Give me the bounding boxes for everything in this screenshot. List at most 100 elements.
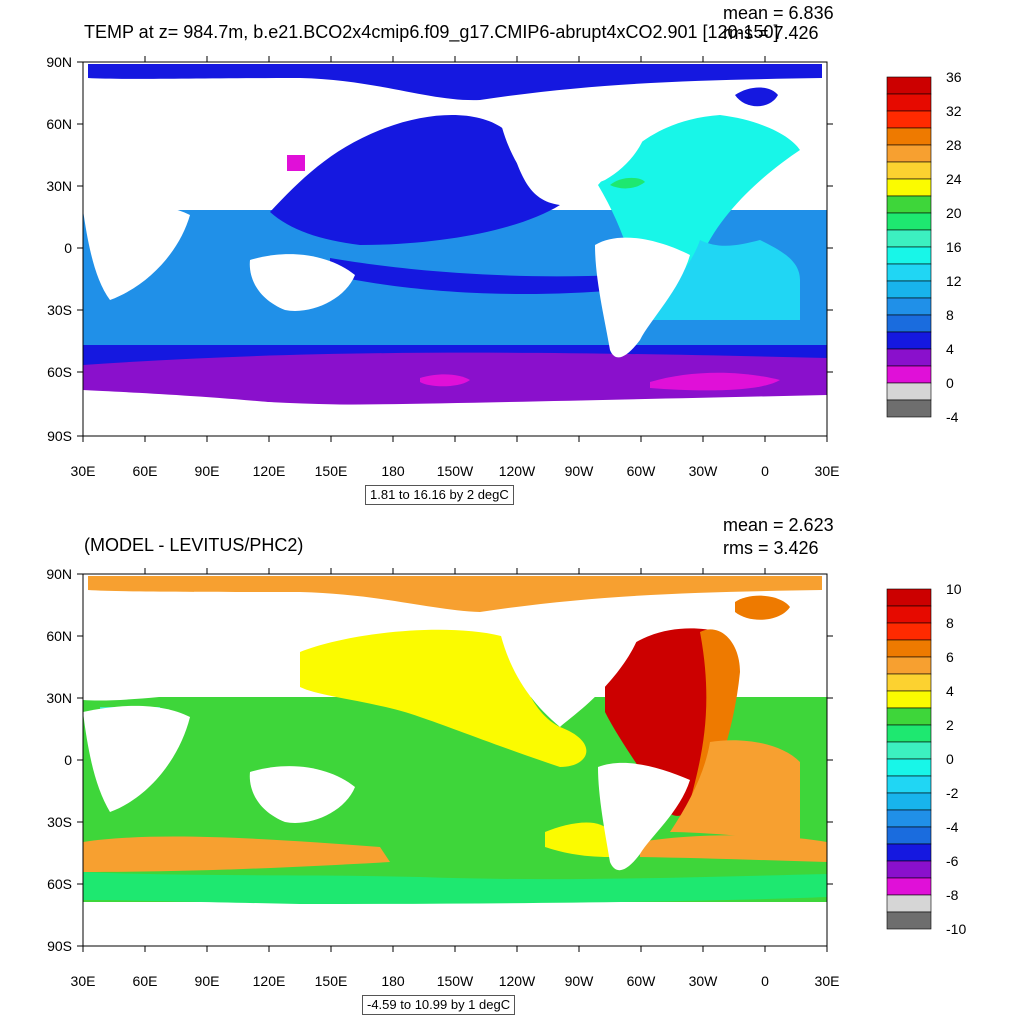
top-colorbar-label-8: 4 — [946, 341, 954, 357]
top-africa-land — [83, 205, 190, 300]
bottom-colorbar-swatch-17 — [886, 877, 932, 896]
bottom-arctic-orange — [88, 576, 822, 612]
top-colorbar-label-0: 36 — [946, 69, 962, 85]
top-lon-label-120w: 120W — [498, 463, 536, 479]
top-mean-value: mean = 6.836 — [723, 3, 834, 23]
top-north-pacific-deep-blue — [270, 115, 560, 245]
bottom-lat-label-60n: 60N — [46, 628, 72, 644]
bottom-colorbar-swatch-9 — [886, 741, 932, 760]
top-lat-label-30s: 30S — [47, 302, 72, 318]
top-lon-label-120e: 120E — [252, 463, 286, 479]
bottom-lat-label-30s: 30S — [47, 814, 72, 830]
top-colorbar-swatch-6 — [886, 178, 932, 197]
bottom-contour-info-box: -4.59 to 10.99 by 1 degC — [362, 995, 516, 1015]
bottom-lon-label-120w: 120W — [498, 973, 536, 989]
top-lon-label-30e-right: 30E — [814, 463, 840, 479]
top-contour-info-box: 1.81 to 16.16 by 2 degC — [365, 485, 514, 505]
top-colorbar-swatch-10 — [886, 246, 932, 265]
top-lat-label-60s: 60S — [47, 364, 72, 380]
bottom-colorbar-swatch-11 — [886, 775, 932, 794]
bottom-antarctica-land — [83, 902, 827, 946]
top-colorbar-label-10: -4 — [946, 409, 959, 425]
top-colorbar-swatch-14 — [886, 314, 932, 333]
top-lat-label-30n: 30N — [46, 178, 72, 194]
top-colorbar-swatch-13 — [886, 297, 932, 316]
top-colorbar-swatch-19 — [886, 399, 932, 418]
top-colorbar-swatch-12 — [886, 280, 932, 299]
top-lat-label-eq: 0 — [64, 240, 72, 256]
bottom-colorbar-label-8: -6 — [946, 853, 959, 869]
bottom-australia-land — [249, 766, 355, 823]
bottom-lat-label-30n: 30N — [46, 690, 72, 706]
bottom-colorbar-swatch-8 — [886, 724, 932, 743]
bottom-lon-label-150w: 150W — [436, 973, 474, 989]
top-colorbar-swatch-15 — [886, 331, 932, 350]
top-colorbar-swatch-7 — [886, 195, 932, 214]
bottom-colorbar-swatch-15 — [886, 843, 932, 862]
bottom-colorbar-swatch-1 — [886, 605, 932, 624]
top-plot-title: TEMP at z= 984.7m, b.e21.BCO2x4cmip6.f09… — [84, 22, 779, 42]
top-colorbar-swatch-1 — [886, 93, 932, 112]
top-south-america-land — [595, 237, 690, 358]
bottom-lon-label-60e: 60E — [132, 973, 158, 989]
top-australia-land — [249, 254, 355, 311]
top-atlantic-mid — [640, 240, 800, 320]
bottom-panel: (MODEL - LEVITUS/PHC2) mean = 2.623 rms … — [0, 512, 1024, 1024]
top-lat-label-60n: 60N — [46, 116, 72, 132]
bottom-colorbar-swatch-4 — [886, 656, 932, 675]
top-colorbar-label-9: 0 — [946, 375, 954, 391]
bottom-lat-label-60s: 60S — [47, 876, 72, 892]
bottom-colorbar-label-5: 0 — [946, 751, 954, 767]
bottom-lon-label-30w: 30W — [688, 973, 718, 989]
top-lon-label-180: 180 — [381, 463, 405, 479]
bottom-colorbar-label-3: 4 — [946, 683, 954, 699]
top-map — [77, 56, 932, 442]
bottom-colorbar-swatch-16 — [886, 860, 932, 879]
bottom-lon-label-90e: 90E — [194, 973, 220, 989]
top-lat-label-90s: 90S — [47, 428, 72, 444]
bottom-southern-atlantic-band — [640, 835, 827, 862]
bottom-north-america-land — [500, 605, 642, 727]
bottom-lat-label-90n: 90N — [46, 566, 72, 582]
top-colorbar-label-1: 32 — [946, 103, 962, 119]
bottom-lon-label-120e: 120E — [252, 973, 286, 989]
bottom-colorbar-swatch-6 — [886, 690, 932, 709]
top-lat-label-90n: 90N — [46, 54, 72, 70]
bottom-colorbar-label-0: 10 — [946, 581, 962, 597]
bottom-plot-title: (MODEL - LEVITUS/PHC2) — [84, 535, 304, 555]
bottom-lon-label-90w: 90W — [564, 973, 594, 989]
bottom-africa-land — [83, 705, 190, 812]
bottom-lon-label-0: 0 — [761, 973, 769, 989]
top-atlantic-green-patch — [610, 177, 645, 189]
bottom-north-atlantic-red — [605, 628, 720, 816]
bottom-colorbar-swatch-19 — [886, 911, 932, 930]
top-colorbar-swatch-0 — [886, 76, 932, 95]
bottom-lon-ticks — [82, 568, 828, 952]
top-colorbar-swatch-9 — [886, 229, 932, 248]
bottom-colorbar-swatch-13 — [886, 809, 932, 828]
top-labrador-sea — [735, 87, 778, 107]
top-north-america-land — [500, 93, 648, 205]
top-colorbar-swatch-16 — [886, 348, 932, 367]
top-southern-magenta-1 — [420, 374, 470, 387]
bottom-colorbar-swatch-12 — [886, 792, 932, 811]
bottom-colorbar-label-2: 6 — [946, 649, 954, 665]
bottom-colorbar-label-1: 8 — [946, 615, 954, 631]
top-colorbar-label-5: 16 — [946, 239, 962, 255]
bottom-lat-label-eq: 0 — [64, 752, 72, 768]
bottom-colorbar-swatch-18 — [886, 894, 932, 913]
bottom-south-atlantic-yellow — [545, 822, 610, 857]
top-colorbar-label-4: 20 — [946, 205, 962, 221]
top-colorbar-swatch-2 — [886, 110, 932, 129]
top-lon-label-60w: 60W — [626, 463, 656, 479]
top-lon-label-150e: 150E — [314, 463, 348, 479]
top-colorbar-swatch-5 — [886, 161, 932, 180]
top-lon-ticks — [82, 56, 828, 442]
top-lon-label-90w: 90W — [564, 463, 594, 479]
top-colorbar-swatch-18 — [886, 382, 932, 401]
top-lon-label-90e: 90E — [194, 463, 220, 479]
top-lon-label-30e: 30E — [70, 463, 96, 479]
bottom-colorbar-swatch-14 — [886, 826, 932, 845]
top-lon-label-30w: 30W — [688, 463, 718, 479]
bottom-colorbar-label-10: -10 — [946, 921, 967, 937]
